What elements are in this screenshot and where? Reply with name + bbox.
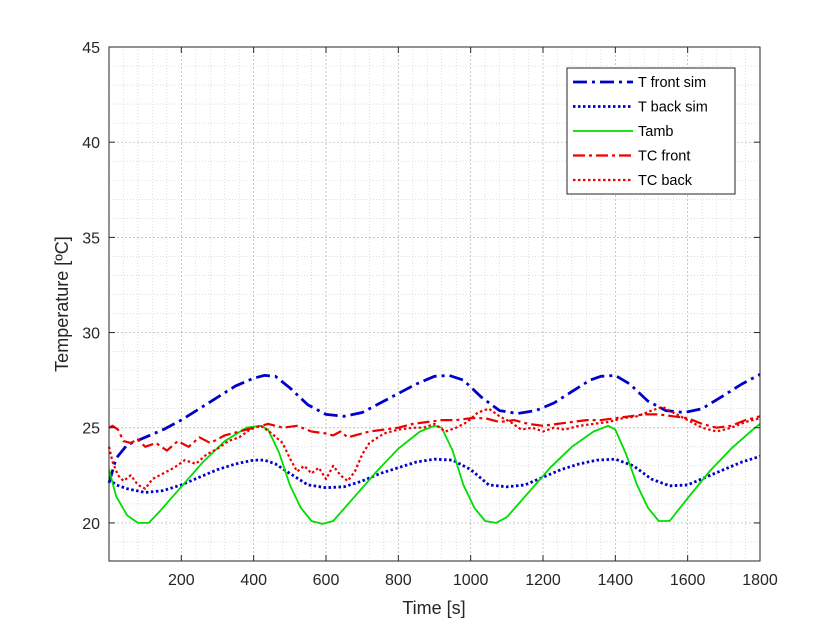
y-tick-label: 45 — [82, 40, 100, 57]
y-tick-labels: 20 25 30 35 40 45 — [82, 40, 100, 533]
x-tick-label: 1000 — [453, 572, 489, 589]
x-tick-label: 800 — [385, 572, 412, 589]
y-tick-label: 40 — [82, 135, 100, 152]
x-tick-label: 400 — [240, 572, 267, 589]
grid-minor — [109, 47, 760, 561]
x-tick-label: 600 — [313, 572, 340, 589]
grid-major — [109, 47, 760, 561]
x-tick-label: 1200 — [525, 572, 561, 589]
series-line-4 — [108, 413, 761, 452]
y-axis-label: Temperature [ºC] — [52, 236, 72, 372]
x-tick-label: 1800 — [742, 572, 778, 589]
legend-label-5: TC back — [638, 173, 693, 189]
series-line-2 — [108, 454, 761, 494]
y-tick-label: 30 — [82, 326, 100, 343]
legend-label-1: T front sim — [638, 75, 706, 91]
plot-area-frame — [108, 46, 761, 562]
y-tick-label: 20 — [82, 516, 100, 533]
legend: T front sim T back sim Tamb TC front TC back — [566, 67, 736, 195]
series-layer — [107, 373, 761, 525]
legend-label-3: Tamb — [638, 124, 673, 140]
ticks-layer — [109, 46, 761, 561]
y-tick-label: 25 — [82, 421, 100, 438]
x-axis-label: Time [s] — [402, 598, 465, 618]
series-line-1 — [107, 373, 761, 484]
legend-label-4: TC front — [638, 149, 690, 165]
y-tick-label: 35 — [82, 230, 100, 247]
x-tick-label: 1400 — [598, 572, 634, 589]
legend-label-2: T back sim — [638, 100, 708, 116]
x-tick-labels: 200 400 600 800 1000 1200 1400 1600 1800 — [168, 572, 778, 589]
series-line-5 — [107, 405, 761, 490]
x-tick-label: 1600 — [670, 572, 706, 589]
x-tick-label: 200 — [168, 572, 195, 589]
